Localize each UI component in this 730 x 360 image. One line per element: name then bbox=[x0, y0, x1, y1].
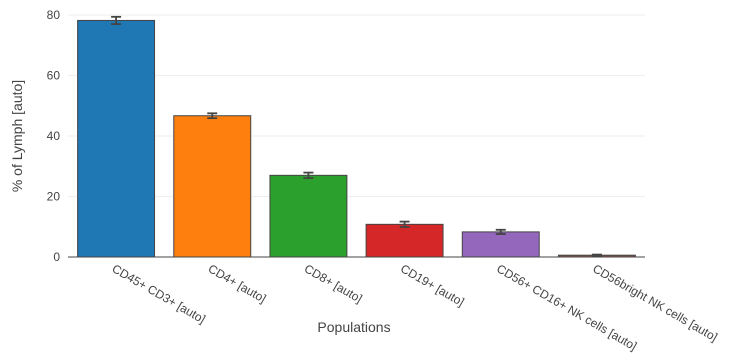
bar bbox=[173, 115, 252, 258]
x-tick-label: CD45+ CD3+ [auto] bbox=[110, 261, 208, 326]
bar bbox=[77, 19, 156, 258]
y-axis-title: % of Lymph [auto] bbox=[9, 80, 25, 192]
error-bar bbox=[303, 171, 314, 179]
y-tick-label: 60 bbox=[47, 69, 61, 83]
x-tick-label: CD19+ [auto] bbox=[398, 261, 467, 309]
gridlines bbox=[68, 14, 645, 197]
error-bars bbox=[111, 15, 602, 257]
error-bar bbox=[495, 228, 506, 235]
x-tick-label: CD4+ [auto] bbox=[206, 261, 269, 305]
y-tick-label: 0 bbox=[53, 250, 60, 264]
bar bbox=[269, 174, 348, 258]
x-axis-title: Populations bbox=[317, 319, 390, 335]
error-bar bbox=[591, 253, 602, 257]
bar bbox=[461, 231, 540, 258]
error-bar bbox=[111, 15, 122, 25]
error-bar bbox=[399, 220, 410, 228]
y-tick-label: 20 bbox=[47, 190, 61, 204]
x-tick-label: CD8+ [auto] bbox=[302, 261, 365, 305]
y-tick-label: 40 bbox=[47, 129, 61, 143]
x-tick-labels: CD45+ CD3+ [auto]CD4+ [auto] CD8+ [auto] C… bbox=[110, 261, 720, 353]
bar bbox=[365, 223, 444, 258]
error-bar bbox=[207, 112, 218, 120]
y-tick-label: 80 bbox=[47, 8, 61, 22]
bars bbox=[77, 19, 636, 258]
y-tick-labels: 0 20 40 60 80 bbox=[47, 8, 61, 264]
